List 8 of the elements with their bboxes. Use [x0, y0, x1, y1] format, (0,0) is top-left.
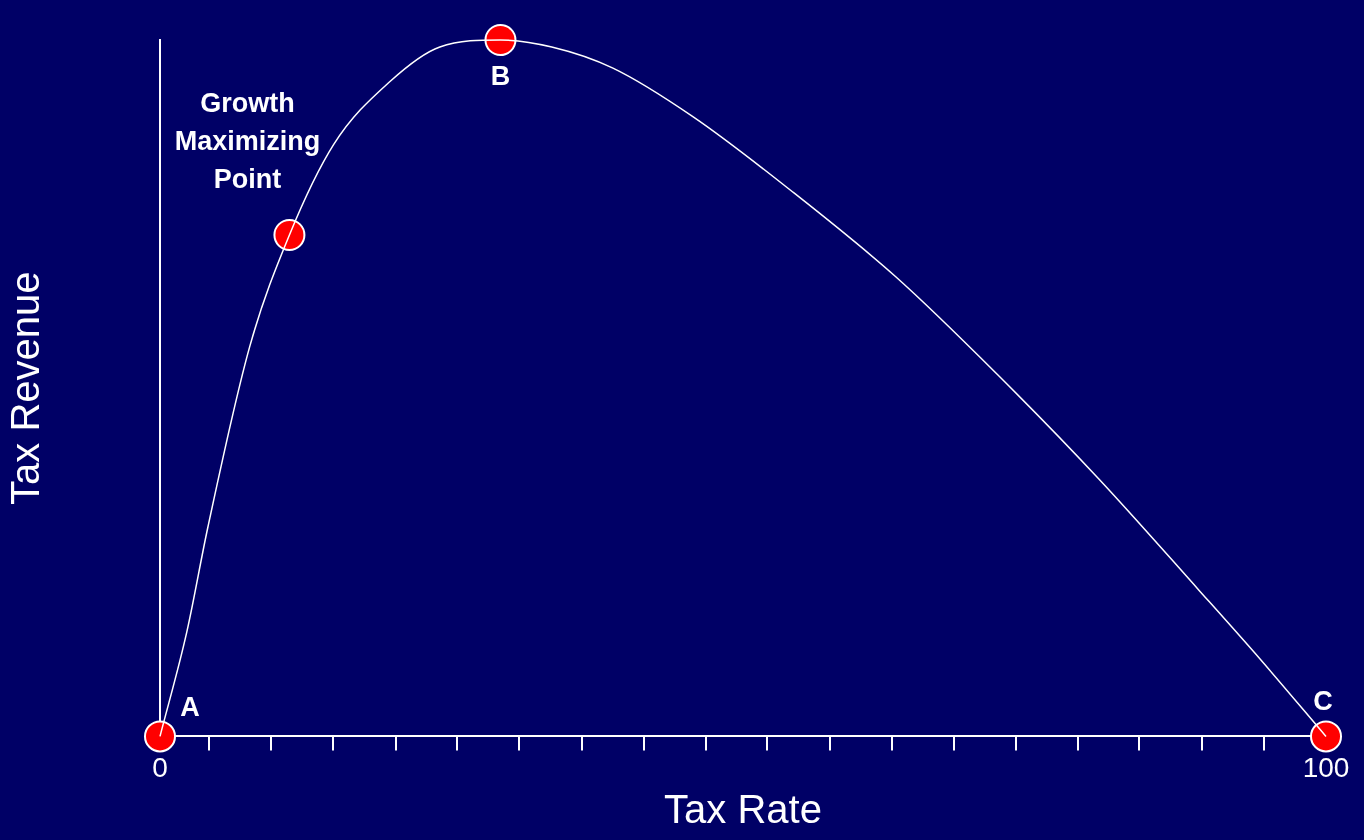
x-tick-label: 100	[1302, 751, 1350, 783]
x-axis-title: Tax Rate	[664, 787, 822, 832]
annotation: C	[1313, 685, 1333, 716]
x-tick-label: 0	[152, 751, 168, 783]
y-axis-title: Tax Revenue	[3, 271, 48, 505]
annotation: Growth Maximizing Point	[174, 88, 321, 195]
annotation: A	[180, 691, 200, 722]
annotation: B	[490, 61, 511, 92]
